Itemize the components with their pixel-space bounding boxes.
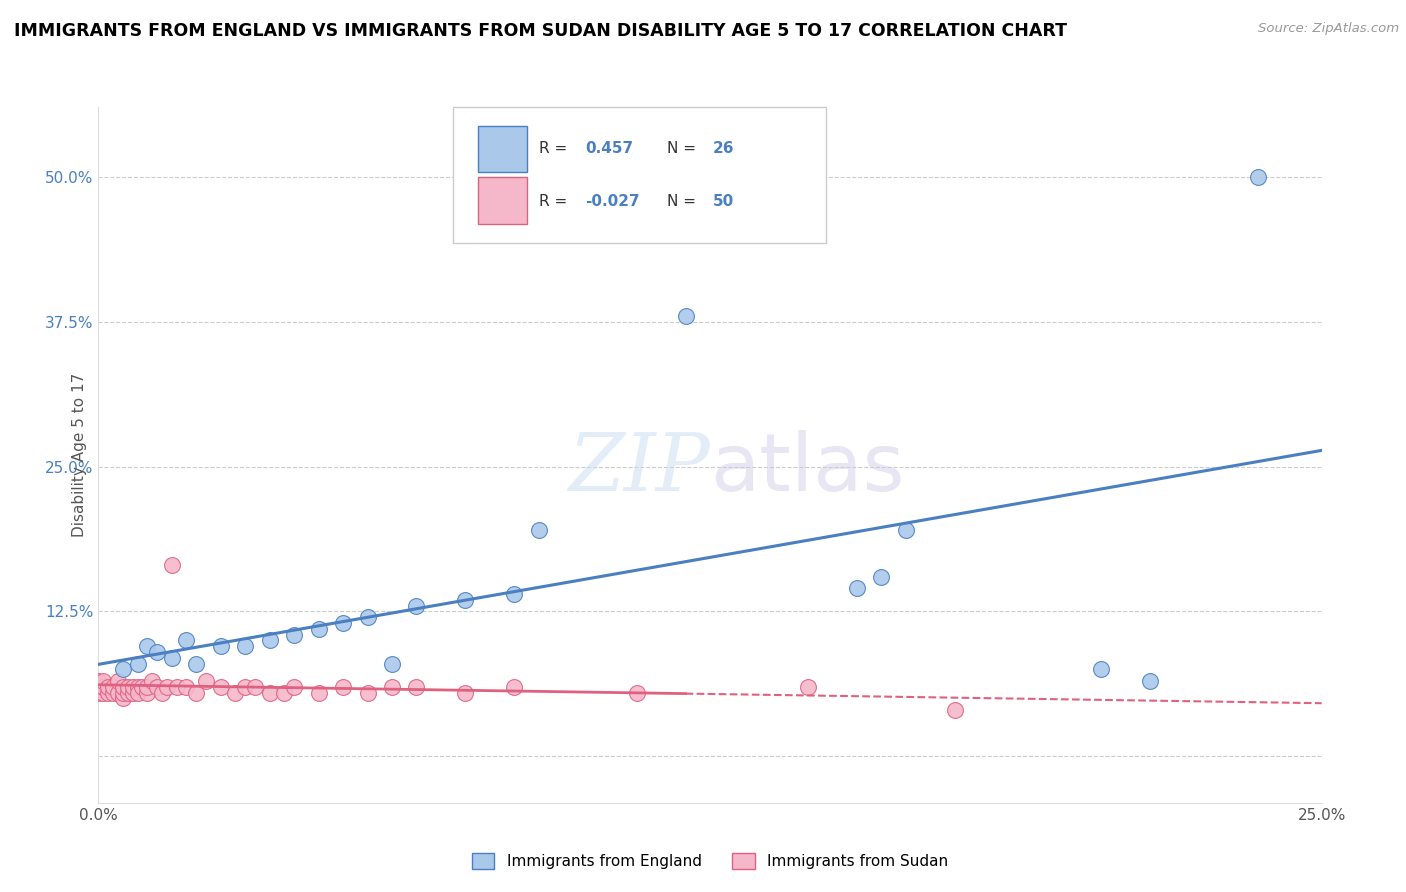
Point [283, 628, 305, 642]
Point [111, 685, 134, 699]
Point [273, 685, 295, 699]
Point [91, 674, 114, 689]
Text: N =: N = [668, 141, 702, 155]
Point [146, 645, 169, 659]
Point [405, 599, 427, 613]
FancyBboxPatch shape [478, 178, 526, 224]
Text: 26: 26 [713, 141, 734, 155]
Point [243, 680, 266, 694]
Point [97, 680, 120, 694]
Point [117, 685, 139, 699]
Point [107, 685, 129, 699]
Point [845, 582, 868, 596]
Point [117, 680, 139, 694]
Point [186, 657, 208, 671]
Point [111, 680, 134, 694]
Point [156, 680, 179, 694]
Point [176, 680, 198, 694]
Point [91, 685, 114, 699]
Point [141, 674, 163, 689]
Point [259, 633, 281, 648]
Point [87, 680, 110, 694]
Point [308, 622, 330, 636]
Point [136, 685, 159, 699]
Point [127, 657, 149, 671]
Legend: Immigrants from England, Immigrants from Sudan: Immigrants from England, Immigrants from… [465, 847, 955, 875]
Y-axis label: Disability Age 5 to 17: Disability Age 5 to 17 [72, 373, 87, 537]
FancyBboxPatch shape [478, 126, 526, 172]
Text: -0.027: -0.027 [585, 194, 640, 209]
Point [111, 691, 134, 706]
Point [503, 587, 526, 601]
Point [107, 674, 129, 689]
Point [209, 680, 232, 694]
Text: atlas: atlas [710, 430, 904, 508]
Point [283, 680, 305, 694]
Point [1090, 662, 1112, 677]
Point [224, 685, 246, 699]
Point [233, 680, 256, 694]
Point [176, 633, 198, 648]
Text: 0.457: 0.457 [585, 141, 633, 155]
Point [454, 592, 477, 607]
Point [332, 680, 354, 694]
Text: R =: R = [538, 141, 572, 155]
Point [111, 662, 134, 677]
Point [870, 570, 893, 584]
Point [503, 680, 526, 694]
FancyBboxPatch shape [453, 107, 827, 243]
Text: N =: N = [668, 194, 702, 209]
Point [186, 685, 208, 699]
Point [454, 685, 477, 699]
Point [150, 685, 173, 699]
Point [381, 680, 404, 694]
Point [233, 639, 256, 653]
Point [332, 615, 354, 630]
Point [136, 680, 159, 694]
Point [97, 685, 120, 699]
Text: 50: 50 [713, 194, 734, 209]
Point [101, 685, 124, 699]
Point [894, 523, 917, 537]
Text: Source: ZipAtlas.com: Source: ZipAtlas.com [1258, 22, 1399, 36]
Point [166, 680, 188, 694]
Point [527, 523, 550, 537]
Text: ZIP: ZIP [568, 430, 710, 508]
Point [259, 685, 281, 699]
Point [381, 657, 404, 671]
Point [87, 685, 110, 699]
Point [1139, 674, 1161, 689]
Point [160, 558, 183, 573]
Point [160, 651, 183, 665]
Text: R =: R = [538, 194, 572, 209]
Point [356, 610, 378, 624]
Point [1247, 169, 1270, 184]
Point [943, 703, 966, 717]
Text: IMMIGRANTS FROM ENGLAND VS IMMIGRANTS FROM SUDAN DISABILITY AGE 5 TO 17 CORRELAT: IMMIGRANTS FROM ENGLAND VS IMMIGRANTS FR… [14, 22, 1067, 40]
Point [209, 639, 232, 653]
Point [127, 680, 149, 694]
Point [136, 639, 159, 653]
Point [195, 674, 218, 689]
Point [127, 685, 149, 699]
Point [626, 685, 648, 699]
Point [146, 680, 169, 694]
Point [675, 309, 697, 323]
Point [356, 685, 378, 699]
Point [87, 674, 110, 689]
Point [91, 680, 114, 694]
Point [121, 680, 143, 694]
Point [121, 685, 143, 699]
Point [308, 685, 330, 699]
Point [797, 680, 820, 694]
Point [101, 680, 124, 694]
Point [405, 680, 427, 694]
Point [131, 680, 153, 694]
